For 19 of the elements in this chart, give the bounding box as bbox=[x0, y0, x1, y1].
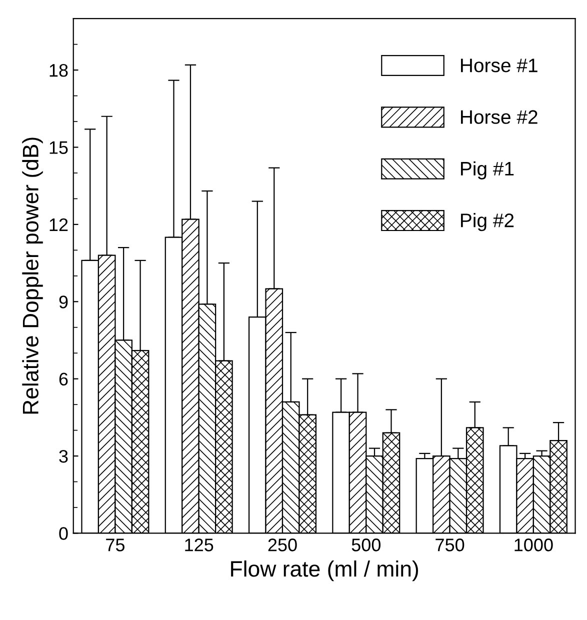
x-axis-title: Flow rate (ml / min) bbox=[231, 560, 418, 582]
x-tick-label: 500 bbox=[352, 538, 380, 552]
legend-label: Horse #2 bbox=[461, 110, 538, 124]
y-tick-label: 3 bbox=[59, 450, 68, 463]
x-tick-label: 250 bbox=[268, 538, 297, 552]
legend-label: Horse #1 bbox=[461, 58, 538, 72]
y-tick-label: 15 bbox=[50, 141, 68, 154]
y-tick-label: 9 bbox=[59, 296, 68, 308]
legend-label: Pig #1 bbox=[461, 161, 514, 180]
x-tick-label: 125 bbox=[185, 538, 214, 552]
y-tick-label: 6 bbox=[59, 372, 68, 386]
y-axis-title: Relative Doppler power (dB) bbox=[22, 138, 43, 414]
legend-label: Pig #2 bbox=[461, 213, 514, 232]
y-tick-label: 12 bbox=[50, 218, 68, 231]
y-tick-label: 0 bbox=[59, 527, 68, 540]
x-tick-label: 1000 bbox=[514, 538, 553, 552]
y-tick-label: 18 bbox=[50, 64, 68, 77]
x-tick-label: 750 bbox=[436, 538, 464, 552]
x-tick-label: 75 bbox=[106, 538, 124, 552]
